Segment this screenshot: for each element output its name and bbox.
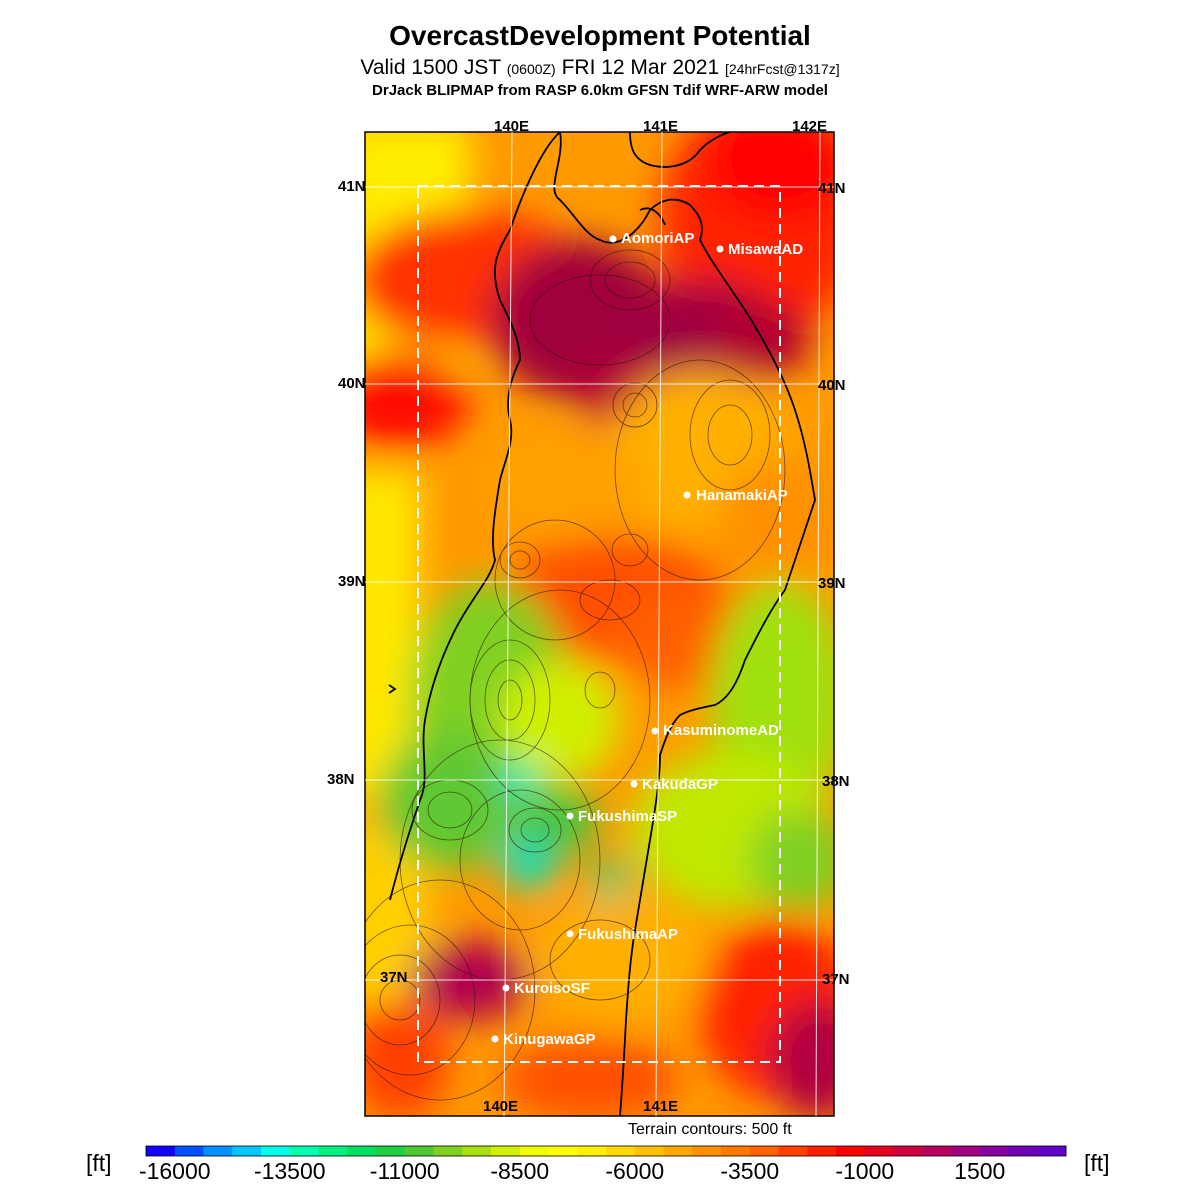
lat-label-left-37n: 37N [380,969,408,986]
colorbar-swatch [807,1146,837,1156]
colorbar-tick-label: -11000 [369,1158,440,1184]
station-marker-kinugawagp [491,1035,499,1043]
colorbar-swatch [606,1146,636,1156]
station-label-fukushimaap: FukushimaAP [578,926,679,943]
colorbar-swatch [203,1146,233,1156]
map-frame [364,131,835,1117]
valid-prefix: Valid 1500 JST [360,56,501,79]
colorbar-tick-label: 1500 [954,1158,1006,1184]
station-label-aomoriap: AomoriAP [621,230,695,247]
colorbar-swatch [922,1146,952,1156]
colorbar-swatch [1037,1146,1067,1156]
colorbar-swatch [491,1146,521,1156]
lon-label-top-140e: 140E [494,118,530,135]
colorbar-swatch [146,1146,176,1156]
colorbar-swatch [778,1146,808,1156]
colorbar-swatch [577,1146,607,1156]
station-label-fukushimasp: FukushimaSP [578,808,678,825]
terrain-contours-note: Terrain contours: 500 ft [628,1121,792,1138]
valid-utc: (0600Z) [506,61,556,77]
colorbar-swatch [318,1146,348,1156]
colorbar-swatch [462,1146,492,1156]
station-marker-kakudagp [630,780,638,788]
forecast-tag: [24hrFcst@1317z] [725,61,840,77]
colorbar-tick-label: -16000 [138,1158,211,1184]
colorbar-swatch [721,1146,751,1156]
colorbar-swatch [663,1146,693,1156]
station-marker-fukushimasp [566,812,574,820]
colorbar-swatch [836,1146,866,1156]
colorbar-swatch [548,1146,578,1156]
lon-label-top-141e: 141E [643,118,679,135]
lat-label-left-38n: 38N [327,771,355,788]
colorbar-swatch [232,1146,262,1156]
colorbar-swatch [376,1146,406,1156]
page-title: OvercastDevelopment Potential [389,20,811,51]
valid-date: FRI 12 Mar 2021 [561,56,720,79]
station-marker-kasuminomead [651,727,659,735]
lat-label-left-39n: 39N [338,573,366,590]
station-label-kakudagp: KakudaGP [642,776,718,793]
colorbar-unit-left: [ft] [86,1150,112,1176]
forecast-field [365,132,834,1116]
colorbar-swatch [433,1146,463,1156]
station-marker-kuroisosf [502,984,510,992]
colorbar-tick-label: -13500 [253,1158,326,1184]
station-label-kinugawagp: KinugawaGP [503,1031,596,1048]
lat-label-right-40n: 40N [818,377,846,394]
station-marker-fukushimaap [566,930,574,938]
station-marker-misawaad [716,245,724,253]
colorbar-tick-label: -1000 [835,1158,895,1184]
lat-label-right-39n: 39N [818,575,846,592]
station-label-hanamakiap: HanamakiAP [696,487,788,504]
colorbar-swatch [289,1146,319,1156]
colorbar-swatch [979,1146,1009,1156]
station-markers [491,235,724,1043]
colorbar-tick-label: -3500 [720,1158,780,1184]
lat-label-right-38n: 38N [822,773,850,790]
colorbar-tick-label: -6000 [605,1158,665,1184]
domain-box [417,185,781,1063]
coastline [388,132,816,1116]
colorbar-swatch [174,1146,204,1156]
lat-label-left-40n: 40N [338,375,366,392]
colorbar-swatch [749,1146,779,1156]
lon-label-bottom-140e: 140E [483,1098,519,1115]
station-marker-aomoriap [609,235,617,243]
colorbar-swatch [519,1146,549,1156]
colorbar-swatch [864,1146,894,1156]
lat-label-left-41n: 41N [338,178,366,195]
valid-time-line: Valid 1500 JST (0600Z) FRI 12 Mar 2021 [… [0,56,1200,80]
lat-label-right-37n: 37N [822,971,850,988]
colorbar-swatch [692,1146,722,1156]
station-label-kuroisosf: KuroisoSF [514,980,590,997]
lon-label-top-142e: 142E [792,118,828,135]
station-marker-hanamakiap [683,491,691,499]
colorbar-swatch [951,1146,981,1156]
colorbar-unit-right: [ft] [1084,1150,1110,1176]
colorbar-swatch [404,1146,434,1156]
colorbar-tick-label: -8500 [490,1158,550,1184]
lat-label-right-41n: 41N [818,180,846,197]
colorbar-swatch [261,1146,291,1156]
colorbar-swatch [1008,1146,1038,1156]
colorbar-swatch [347,1146,377,1156]
terrain-contours [365,249,786,1101]
station-label-kasuminomead: KasuminomeAD [663,722,779,739]
colorbar-swatch [634,1146,664,1156]
graticule [365,131,834,1117]
station-label-misawaad: MisawaAD [728,241,804,258]
lon-label-bottom-141e: 141E [643,1098,679,1115]
colorbar [145,1145,1067,1157]
model-line: DrJack BLIPMAP from RASP 6.0km GFSN Tdif… [372,82,828,99]
colorbar-swatch [893,1146,923,1156]
colorbar-frame [145,1145,1067,1157]
